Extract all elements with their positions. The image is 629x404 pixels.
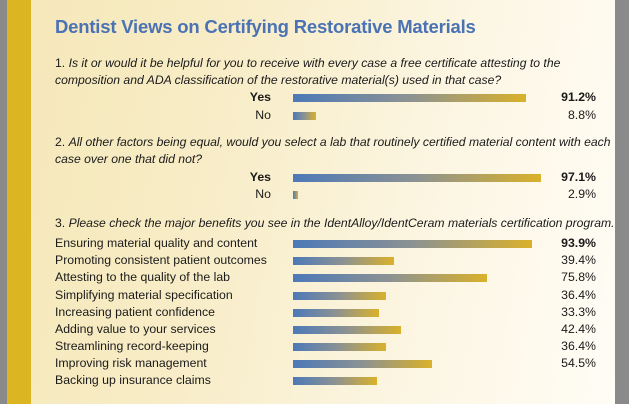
chart-title: Dentist Views on Certifying Restorative … <box>55 16 476 37</box>
answer-row-q1-yes: Yes 91.2% <box>7 90 622 107</box>
benefit-label: Simplifying material specification <box>55 288 233 302</box>
question-text: Is it or would it be helpful for you to … <box>55 56 561 87</box>
benefit-row: Attesting to the quality of the lab 75.8… <box>7 270 622 287</box>
benefit-bar <box>293 292 386 300</box>
benefit-row: Backing up insurance claims <box>7 373 622 390</box>
benefit-value: 42.4% <box>561 322 596 336</box>
question-number: 3. <box>55 216 66 230</box>
benefit-row: Promoting consistent patient outcomes 39… <box>7 253 622 270</box>
answer-bar <box>293 174 541 182</box>
benefit-value: 36.4% <box>561 288 596 302</box>
benefit-value: 39.4% <box>561 253 596 267</box>
benefit-label: Backing up insurance claims <box>55 373 211 387</box>
answer-value: 8.8% <box>567 108 596 122</box>
benefit-bar <box>293 274 487 282</box>
benefit-label: Streamlining record-keeping <box>55 339 209 353</box>
answer-label: Yes <box>249 90 271 104</box>
answer-row-q1-no: No 8.8% <box>7 108 622 125</box>
question-number: 2. <box>55 135 66 149</box>
benefit-value: 36.4% <box>561 339 596 353</box>
benefit-bar <box>293 309 379 317</box>
answer-value: 2.9% <box>567 187 596 201</box>
benefit-bar <box>293 343 386 351</box>
question-number: 1. <box>55 56 66 70</box>
answer-row-q2-no: No 2.9% <box>7 187 622 204</box>
benefit-value: 33.3% <box>561 305 596 319</box>
question-1: 1. Is it or would it be helpful for you … <box>55 55 615 89</box>
benefit-value: 93.9% <box>561 236 596 250</box>
question-2: 2. All other factors being equal, would … <box>55 134 615 168</box>
answer-label: Yes <box>249 170 271 184</box>
benefit-bar <box>293 240 532 248</box>
benefit-label: Promoting consistent patient outcomes <box>55 253 267 267</box>
page-edge <box>615 0 622 404</box>
benefit-bar <box>293 360 432 368</box>
benefit-label: Increasing patient confidence <box>55 305 215 319</box>
answer-value: 91.2% <box>561 90 596 104</box>
benefit-row: Ensuring material quality and content 93… <box>7 236 622 253</box>
answer-label: No <box>255 187 271 201</box>
answer-value: 97.1% <box>561 170 596 184</box>
survey-page: Dentist Views on Certifying Restorative … <box>7 0 622 404</box>
answer-label: No <box>255 108 271 122</box>
answer-row-q2-yes: Yes 97.1% <box>7 170 622 187</box>
question-text: All other factors being equal, would you… <box>55 135 611 166</box>
answer-bar <box>293 94 526 102</box>
benefit-row: Increasing patient confidence 33.3% <box>7 305 622 322</box>
benefit-value: 54.5% <box>561 356 596 370</box>
benefit-bar <box>293 326 401 334</box>
benefit-bar <box>293 377 377 385</box>
answer-bar <box>293 112 316 120</box>
question-text: Please check the major benefits you see … <box>68 216 615 230</box>
benefit-label: Improving risk management <box>55 356 207 370</box>
benefit-bar <box>293 257 394 265</box>
benefit-value: 75.8% <box>561 270 596 284</box>
benefit-row: Simplifying material specification 36.4% <box>7 288 622 305</box>
benefit-label: Ensuring material quality and content <box>55 236 258 250</box>
question-3: 3. Please check the major benefits you s… <box>55 215 625 232</box>
benefit-label: Attesting to the quality of the lab <box>55 270 231 284</box>
benefit-label: Adding value to your services <box>55 322 216 336</box>
benefit-row: Adding value to your services 42.4% <box>7 322 622 339</box>
left-accent-stripe <box>7 0 31 404</box>
benefit-row: Improving risk management 54.5% <box>7 356 622 373</box>
benefit-row: Streamlining record-keeping 36.4% <box>7 339 622 356</box>
answer-bar <box>293 191 298 199</box>
